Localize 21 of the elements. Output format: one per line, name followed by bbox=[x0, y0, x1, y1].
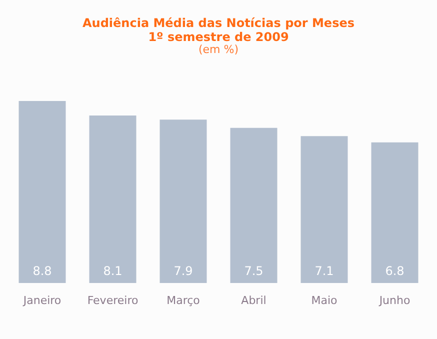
bar bbox=[300, 136, 348, 283]
x-tick-label: Abril bbox=[241, 294, 266, 307]
bar bbox=[230, 128, 278, 283]
x-tick-label: Junho bbox=[378, 294, 410, 307]
data-label: 6.8 bbox=[385, 264, 404, 278]
data-label: 8.1 bbox=[103, 264, 122, 278]
x-tick-label: Fevereiro bbox=[87, 294, 138, 307]
chart-title: Audiência Média das Notícias por Meses bbox=[82, 16, 354, 30]
data-label: 7.1 bbox=[314, 264, 334, 278]
bar bbox=[160, 120, 207, 283]
x-tick-label: Maio bbox=[311, 294, 338, 307]
bar bbox=[371, 142, 418, 283]
data-label: 7.5 bbox=[244, 264, 264, 278]
bar bbox=[18, 101, 66, 283]
bar bbox=[89, 115, 136, 283]
x-tick-label: Janeiro bbox=[22, 294, 62, 307]
data-label: 8.8 bbox=[32, 264, 52, 278]
chart-subtitle: 1º semestre de 2009 bbox=[148, 30, 289, 44]
x-tick-label: Março bbox=[166, 294, 200, 307]
data-label: 7.9 bbox=[174, 264, 193, 278]
text: (em %) bbox=[198, 43, 239, 56]
